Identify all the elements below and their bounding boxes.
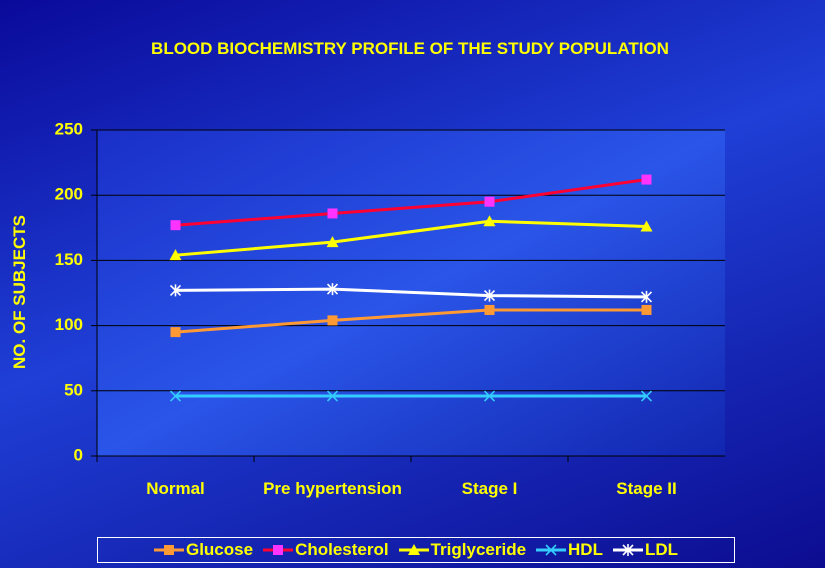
legend-label: Cholesterol (295, 540, 389, 559)
legend-item: HDL (536, 540, 603, 560)
marker (641, 174, 652, 185)
marker (483, 215, 496, 227)
y-axis-label: NO. OF SUBJECTS (10, 215, 29, 369)
marker (326, 390, 339, 402)
y-tick-label: 0 (74, 445, 83, 464)
series-line (175, 219, 647, 257)
legend-label: HDL (568, 540, 603, 559)
series-line (175, 178, 647, 227)
x-tick-label: Stage II (616, 479, 677, 498)
marker (326, 283, 339, 296)
x-tick-label: Normal (146, 479, 205, 498)
marker (327, 208, 338, 219)
series-line (175, 287, 647, 299)
marker (170, 327, 181, 338)
y-tick-label: 100 (55, 315, 83, 334)
marker (169, 249, 182, 261)
marker (484, 304, 495, 315)
legend-swatch (536, 544, 567, 556)
legend-swatch (263, 545, 294, 555)
marker (326, 236, 339, 248)
legend-item: Glucose (153, 540, 254, 560)
marker (170, 220, 181, 231)
legend-label: Glucose (185, 540, 254, 559)
marker (169, 390, 182, 402)
chart-title: BLOOD BIOCHEMISTRY PROFILE OF THE STUDY … (151, 39, 669, 58)
legend-item: Cholesterol (263, 540, 389, 560)
y-tick-label: 250 (55, 119, 83, 138)
marker (483, 289, 496, 302)
series-line (175, 308, 647, 334)
y-tick-label: 200 (55, 185, 83, 204)
marker (169, 284, 182, 297)
legend-label: LDL (644, 540, 679, 559)
legend: Glucose Cholesterol Triglyceride HDL LDL (97, 537, 735, 563)
marker (640, 220, 653, 232)
y-tick-label: 150 (55, 250, 83, 269)
marker (273, 545, 284, 555)
marker (640, 290, 653, 303)
y-tick-label: 50 (64, 380, 83, 399)
legend-item: LDL (612, 540, 679, 560)
marker (622, 544, 634, 556)
legend-item: Triglyceride (398, 540, 527, 560)
legend-swatch (612, 544, 643, 556)
x-tick-label: Stage I (461, 479, 518, 498)
legend-label: Triglyceride (430, 540, 527, 559)
marker (483, 390, 496, 402)
marker (407, 544, 420, 555)
marker (484, 196, 495, 207)
x-tick-label: Pre hypertension (263, 479, 402, 498)
marker (327, 315, 338, 326)
marker (640, 390, 653, 402)
legend-swatch (398, 544, 429, 555)
marker (641, 304, 652, 315)
legend-swatch (153, 545, 184, 555)
marker (163, 545, 174, 555)
marker (545, 544, 557, 556)
